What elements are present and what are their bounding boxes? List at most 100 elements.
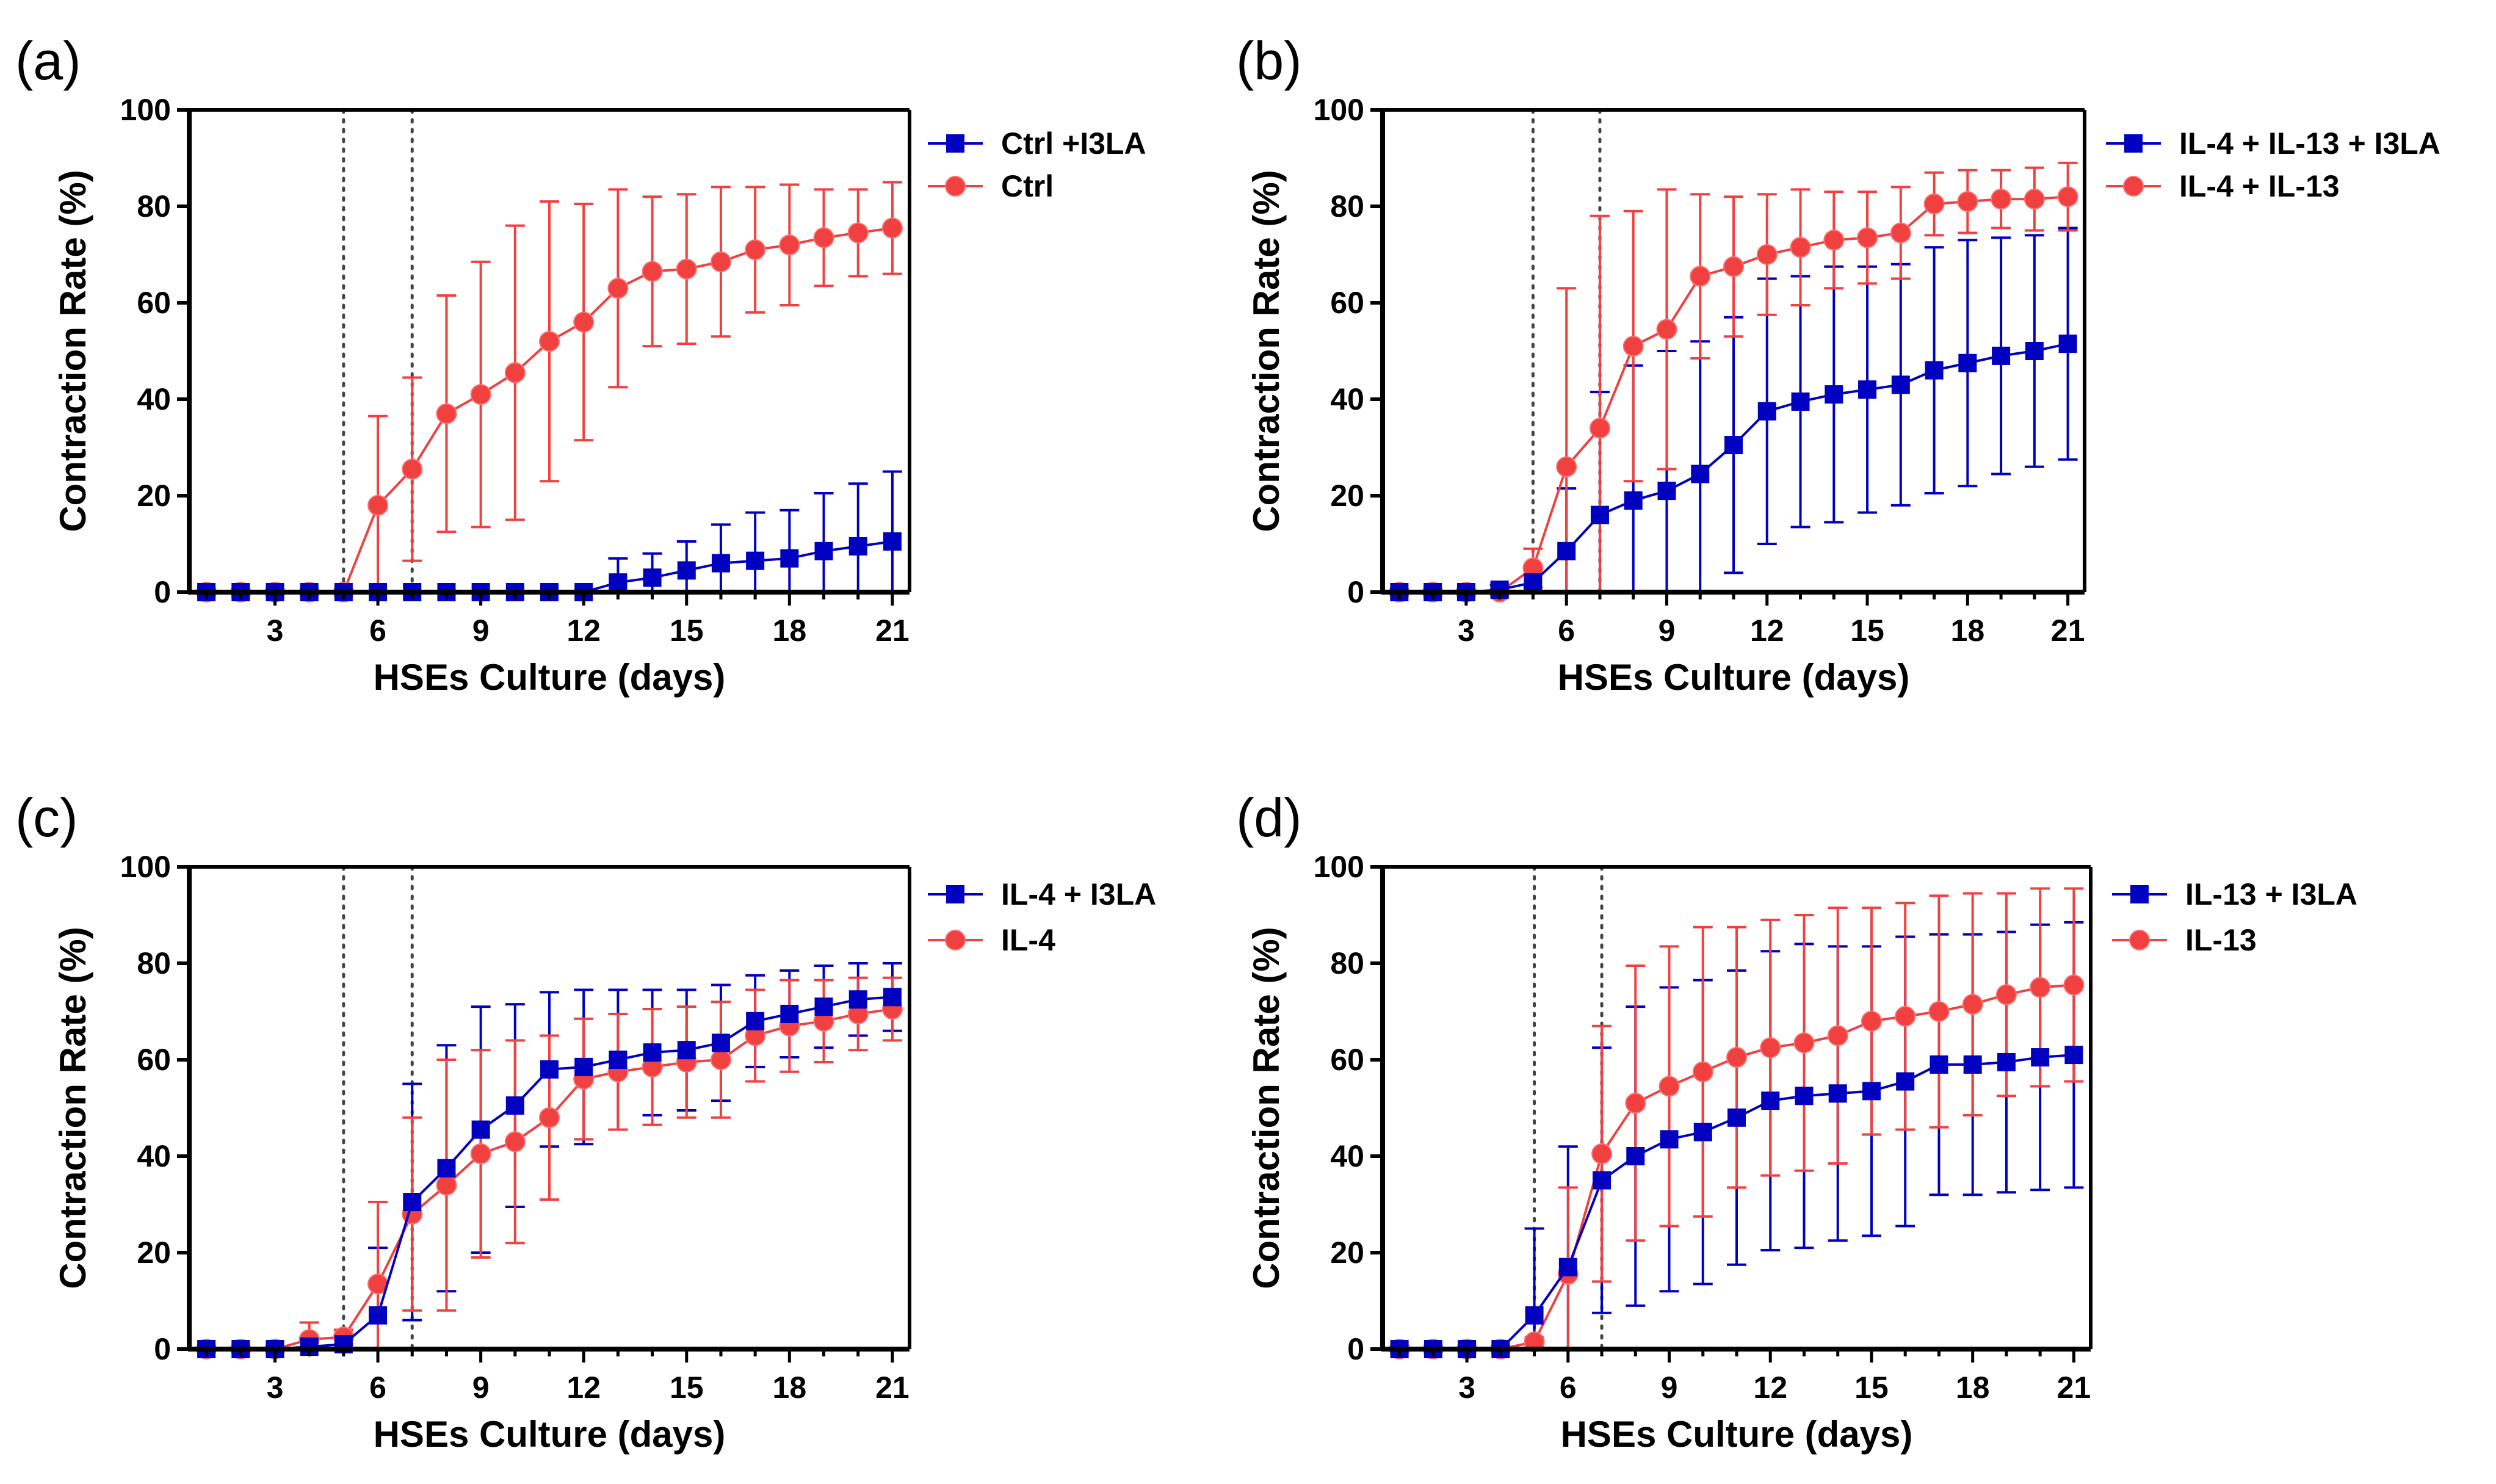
- data-point-untreated: [539, 331, 560, 352]
- x-tick-label: 6: [1560, 1370, 1577, 1405]
- data-point-treated: [1593, 1171, 1612, 1190]
- data-point-treated: [814, 541, 833, 560]
- data-point-untreated: [402, 458, 423, 480]
- data-point-untreated: [710, 1049, 731, 1070]
- y-axis-title: Contraction Rate (%): [52, 927, 93, 1289]
- data-point-untreated: [1556, 456, 1577, 477]
- legend-marker: [2123, 176, 2144, 197]
- data-point-untreated: [470, 1143, 491, 1165]
- legend: IL-4 + I3LA IL-4: [928, 877, 1156, 957]
- y-tick-label: 80: [1330, 189, 1364, 223]
- data-point-untreated: [1857, 227, 1878, 248]
- data-point-untreated: [436, 403, 457, 424]
- data-point-treated: [677, 561, 696, 580]
- x-tick-label: 6: [1558, 614, 1575, 648]
- y-tick-label: 100: [120, 850, 171, 884]
- y-tick-label: 0: [1347, 575, 1364, 609]
- data-point-untreated: [1726, 1047, 1747, 1068]
- panel-label: (d): [1236, 787, 1302, 848]
- data-point-untreated: [2030, 977, 2051, 998]
- data-point-treated: [2025, 342, 2044, 360]
- data-point-treated: [1896, 1072, 1915, 1091]
- data-point-untreated: [539, 1107, 560, 1128]
- data-point-treated: [437, 1159, 456, 1178]
- data-point-untreated: [847, 222, 869, 244]
- legend-label: IL-4 + IL-13 + I3LA: [2179, 126, 2440, 161]
- data-point-treated: [746, 1012, 765, 1030]
- y-axis-title: Contraction Rate (%): [1246, 170, 1287, 532]
- data-point-treated: [1691, 465, 1710, 483]
- x-axis-title: HSEs Culture (days): [1558, 657, 1910, 698]
- y-tick-label: 0: [154, 1332, 171, 1366]
- y-tick-label: 80: [1330, 946, 1364, 980]
- data-point-treated: [1660, 1130, 1679, 1149]
- data-point-untreated: [470, 384, 491, 405]
- data-point-treated: [848, 990, 867, 1009]
- x-tick-label: 15: [1854, 1370, 1889, 1405]
- y-tick-label: 100: [1314, 850, 1364, 884]
- legend-label: Ctrl +I3LA: [1001, 126, 1146, 161]
- y-tick-label: 60: [1330, 1043, 1364, 1077]
- data-point-treated: [883, 532, 902, 551]
- data-point-untreated: [1957, 191, 1978, 212]
- data-point-treated: [403, 1193, 422, 1212]
- data-point-untreated: [813, 227, 834, 248]
- legend-marker: [2130, 885, 2149, 903]
- legend-label: IL-13 + I3LA: [2185, 877, 2357, 911]
- data-point-treated: [471, 1120, 490, 1139]
- legend-label: IL-4 + IL-13: [2179, 169, 2340, 203]
- x-tick-label: 6: [369, 614, 386, 648]
- data-point-treated: [814, 997, 833, 1016]
- x-tick-label: 3: [267, 1370, 284, 1405]
- data-point-untreated: [1756, 244, 1778, 265]
- legend: Ctrl +I3LA Ctrl: [928, 126, 1146, 203]
- data-point-untreated: [1823, 230, 1845, 251]
- y-tick-label: 0: [154, 575, 171, 609]
- x-tick-label: 18: [773, 614, 807, 648]
- data-point-treated: [1727, 1108, 1746, 1127]
- error-bars-treated: [299, 962, 902, 1350]
- data-point-untreated: [504, 1131, 526, 1153]
- data-point-treated: [711, 1033, 730, 1052]
- data-point-untreated: [1692, 1061, 1713, 1082]
- legend-label: IL-13: [2185, 923, 2257, 957]
- x-tick-label: 9: [1661, 1370, 1678, 1405]
- x-tick-label: 15: [670, 1370, 704, 1405]
- legend-label: IL-4: [1001, 923, 1055, 957]
- legend-marker: [2124, 134, 2143, 153]
- data-point-treated: [1825, 385, 1843, 404]
- data-point-untreated: [1625, 1093, 1646, 1114]
- panel-label: (b): [1236, 31, 1302, 91]
- data-point-untreated: [2063, 974, 2085, 996]
- data-point-treated: [1992, 346, 2011, 365]
- data-point-untreated: [1760, 1037, 1781, 1059]
- panel-a: (a) 0 20 40 60 80 100 3 6 9 12 15 18 21 HSEs Culture (…: [15, 31, 1146, 698]
- data-point-untreated: [1923, 194, 1945, 215]
- x-tick-label: 15: [670, 614, 704, 648]
- legend: IL-13 + I3LA IL-13: [2112, 877, 2357, 957]
- data-point-treated: [2058, 335, 2077, 353]
- y-tick-label: 20: [137, 1236, 171, 1270]
- legend-marker: [945, 176, 966, 197]
- legend-marker: [945, 930, 966, 950]
- data-point-treated: [1557, 541, 1576, 560]
- y-tick-label: 40: [137, 1139, 171, 1173]
- data-point-treated: [1657, 482, 1676, 501]
- y-tick-label: 40: [137, 382, 171, 416]
- data-point-untreated: [745, 239, 766, 261]
- x-tick-label: 3: [1458, 614, 1475, 648]
- data-point-treated: [1795, 1087, 1814, 1106]
- legend-marker: [946, 134, 964, 153]
- data-point-treated: [1757, 402, 1776, 421]
- error-bars-untreated: [299, 976, 902, 1350]
- data-point-treated: [643, 1043, 662, 1062]
- data-point-treated: [1891, 375, 1910, 394]
- x-axis-title: HSEs Culture (days): [1561, 1414, 1913, 1455]
- y-axis-title: Contraction Rate (%): [1246, 927, 1287, 1289]
- data-point-treated: [609, 1051, 628, 1069]
- y-tick-label: 100: [1314, 93, 1364, 127]
- data-point-untreated: [642, 261, 663, 282]
- data-point-treated: [1590, 505, 1609, 524]
- data-point-untreated: [1591, 1143, 1613, 1165]
